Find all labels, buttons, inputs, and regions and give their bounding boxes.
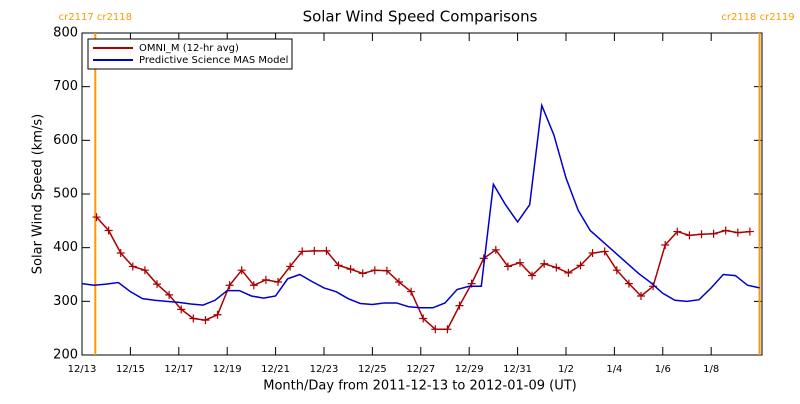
data-point xyxy=(431,325,440,334)
chart-title: Solar Wind Speed Comparisons xyxy=(303,8,538,26)
data-point xyxy=(165,290,174,299)
data-point xyxy=(455,301,464,310)
data-point xyxy=(298,247,307,256)
y-tick-label: 200 xyxy=(53,348,78,363)
data-point xyxy=(201,316,210,325)
x-tick-label: 1/8 xyxy=(703,364,719,375)
data-point xyxy=(745,227,754,236)
y-tick-label: 300 xyxy=(53,294,78,309)
data-point xyxy=(491,245,500,254)
y-tick-label: 700 xyxy=(53,79,78,94)
data-point xyxy=(624,279,633,288)
data-point xyxy=(128,262,137,271)
y-axis-label: Solar Wind Speed (km/s) xyxy=(31,114,46,274)
data-point xyxy=(673,227,682,236)
data-point xyxy=(274,278,283,287)
data-point xyxy=(370,266,379,275)
data-point xyxy=(237,266,246,275)
y-tick-label: 500 xyxy=(53,187,78,202)
data-point xyxy=(709,229,718,238)
data-point xyxy=(213,310,222,319)
carrington-label: cr2117 cr2118 xyxy=(59,12,132,23)
x-tick-label: 1/6 xyxy=(655,364,671,375)
legend-box xyxy=(87,38,293,70)
data-point xyxy=(322,246,331,255)
data-point xyxy=(612,266,621,275)
data-point xyxy=(407,287,416,296)
data-point xyxy=(225,281,234,290)
data-point xyxy=(104,226,113,235)
data-point xyxy=(564,268,573,277)
data-point xyxy=(419,314,428,323)
data-point xyxy=(261,275,270,284)
carrington-label: cr2118 cr2119 xyxy=(721,12,794,23)
data-point xyxy=(310,246,319,255)
x-tick-label: 12/13 xyxy=(68,364,97,375)
data-point xyxy=(528,271,537,280)
data-point xyxy=(116,249,125,258)
x-tick-label: 12/23 xyxy=(310,364,339,375)
x-tick-label: 12/27 xyxy=(406,364,435,375)
data-point xyxy=(249,281,258,290)
data-point xyxy=(358,269,367,278)
x-axis-label: Month/Day from 2011-12-13 to 2012-01-09 … xyxy=(263,379,576,394)
data-point xyxy=(334,261,343,270)
legend-label: Predictive Science MAS Model xyxy=(139,55,288,66)
x-tick-label: 12/21 xyxy=(261,364,290,375)
x-tick-label: 1/4 xyxy=(606,364,622,375)
x-tick-label: 12/19 xyxy=(213,364,242,375)
data-point xyxy=(685,231,694,240)
y-tick-label: 600 xyxy=(53,133,78,148)
data-point xyxy=(516,258,525,267)
data-point xyxy=(552,263,561,272)
data-point xyxy=(286,262,295,271)
data-point xyxy=(92,213,101,222)
data-point xyxy=(382,266,391,275)
data-point xyxy=(588,249,597,258)
data-point xyxy=(177,305,186,314)
x-tick-label: 12/29 xyxy=(455,364,484,375)
x-tick-label: 12/15 xyxy=(116,364,145,375)
data-point xyxy=(443,325,452,334)
x-tick-label: 12/25 xyxy=(358,364,387,375)
data-point xyxy=(503,262,512,271)
data-point xyxy=(721,226,730,235)
data-point xyxy=(189,314,198,323)
x-tick-label: 12/31 xyxy=(503,364,532,375)
data-point xyxy=(637,291,646,300)
legend-label: OMNI_M (12-hr avg) xyxy=(139,43,239,54)
data-point xyxy=(661,240,670,249)
data-point xyxy=(140,266,149,275)
data-point xyxy=(600,247,609,256)
series-line xyxy=(81,102,760,309)
data-point xyxy=(697,230,706,239)
data-point xyxy=(576,261,585,270)
data-point xyxy=(153,280,162,289)
x-tick-label: 12/17 xyxy=(164,364,193,375)
data-point xyxy=(346,265,355,274)
data-point xyxy=(395,278,404,287)
x-tick-label: 1/2 xyxy=(558,364,574,375)
y-tick-label: 400 xyxy=(53,240,78,255)
data-point xyxy=(540,259,549,268)
data-point xyxy=(733,228,742,237)
y-tick-label: 800 xyxy=(53,26,78,41)
